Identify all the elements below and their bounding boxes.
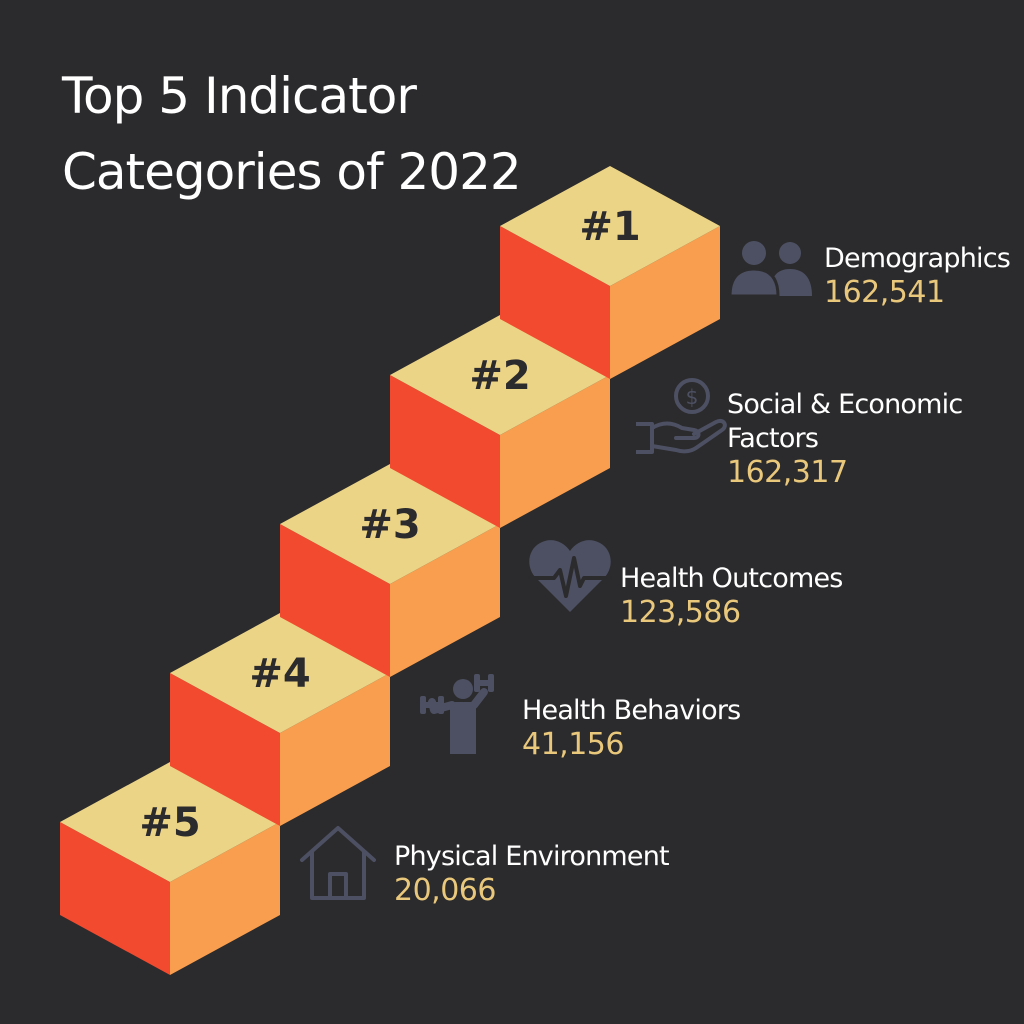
chart-title: Top 5 Indicator Categories of 2022 (62, 58, 522, 210)
svg-text:$: $ (686, 385, 699, 409)
people-icon (728, 241, 812, 296)
cube-left-face (280, 524, 390, 677)
category-value: 41,156 (522, 727, 624, 762)
money-hand-icon: $ (636, 378, 727, 454)
category-value: 162,541 (824, 275, 945, 310)
rank-cube: #1 (500, 166, 720, 379)
rank-label: #3 (359, 502, 420, 548)
label-social-economic-factors: Social & Economic Factors 162,317 (727, 388, 963, 490)
cube-right-face (610, 226, 720, 379)
label-demographics: Demographics 162,541 (824, 242, 1011, 310)
cube-right-face (170, 822, 280, 975)
cube-right-face (500, 375, 610, 528)
rank-label: #2 (469, 353, 530, 399)
house-icon (300, 826, 376, 900)
category-name: Physical Environment (394, 841, 670, 872)
cube-right-face (390, 524, 500, 677)
cube-left-face (500, 226, 610, 379)
cube-left-face (170, 673, 280, 826)
category-name-line-1: Social & Economic (727, 389, 963, 420)
title-line-2: Categories of 2022 (62, 143, 522, 201)
category-name-line-2: Factors (727, 423, 819, 454)
category-name: Health Outcomes (620, 563, 843, 594)
category-name: Health Behaviors (522, 695, 741, 726)
cube-top-face (500, 166, 720, 286)
category-value: 20,066 (394, 873, 496, 908)
label-physical-environment: Physical Environment 20,066 (394, 840, 670, 908)
category-value: 123,586 (620, 595, 741, 630)
category-value: 162,317 (727, 455, 848, 490)
category-name: Demographics (824, 243, 1011, 274)
heart-pulse-icon (528, 540, 612, 612)
rank-label: #1 (579, 204, 640, 250)
cube-right-face (280, 673, 390, 826)
rank-cube: #3 (280, 464, 500, 677)
rank-label: #4 (249, 651, 310, 697)
cube-left-face (60, 822, 170, 975)
dumbbell-person-icon (420, 674, 494, 754)
cube-left-face (390, 375, 500, 528)
rank-label: #5 (139, 800, 200, 846)
label-health-behaviors: Health Behaviors 41,156 (522, 694, 741, 762)
title-line-1: Top 5 Indicator (62, 67, 417, 125)
label-health-outcomes: Health Outcomes 123,586 (620, 562, 843, 630)
